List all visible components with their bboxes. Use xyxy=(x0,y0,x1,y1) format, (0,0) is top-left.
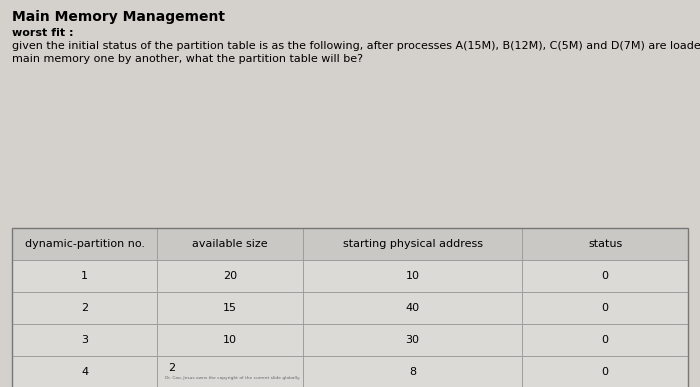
Bar xyxy=(522,228,688,260)
Bar xyxy=(158,356,302,387)
Bar xyxy=(12,324,158,356)
Text: Dr. Cao, Jesus owns the copyright of the current slide globally.: Dr. Cao, Jesus owns the copyright of the… xyxy=(165,376,300,380)
Text: 10: 10 xyxy=(223,335,237,345)
Text: 40: 40 xyxy=(405,303,419,313)
Bar xyxy=(12,228,688,387)
Bar xyxy=(158,292,302,324)
Bar xyxy=(302,292,522,324)
Text: 30: 30 xyxy=(405,335,419,345)
Bar xyxy=(12,356,158,387)
Bar xyxy=(12,260,158,292)
Text: given the initial status of the partition table is as the following, after proce: given the initial status of the partitio… xyxy=(12,41,700,51)
Bar xyxy=(12,292,158,324)
Bar xyxy=(158,228,302,260)
Bar xyxy=(522,260,688,292)
Bar xyxy=(302,260,522,292)
Text: starting physical address: starting physical address xyxy=(342,239,482,249)
Text: status: status xyxy=(588,239,622,249)
Text: worst fit :: worst fit : xyxy=(12,28,74,38)
Bar xyxy=(522,324,688,356)
Bar xyxy=(302,356,522,387)
Text: 1: 1 xyxy=(81,271,88,281)
Text: 8: 8 xyxy=(409,367,416,377)
Bar xyxy=(302,324,522,356)
Text: 0: 0 xyxy=(602,303,609,313)
Text: 0: 0 xyxy=(602,271,609,281)
Bar xyxy=(522,292,688,324)
Text: 2: 2 xyxy=(81,303,88,313)
Bar xyxy=(158,260,302,292)
Bar xyxy=(158,324,302,356)
Text: available size: available size xyxy=(193,239,268,249)
Bar xyxy=(302,228,522,260)
Text: 0: 0 xyxy=(602,367,609,377)
Bar xyxy=(522,356,688,387)
Text: Main Memory Management: Main Memory Management xyxy=(12,10,225,24)
Text: 4: 4 xyxy=(81,367,88,377)
Text: 3: 3 xyxy=(81,335,88,345)
Text: 2: 2 xyxy=(168,363,175,373)
Bar xyxy=(12,228,158,260)
Text: main memory one by another, what the partition table will be?: main memory one by another, what the par… xyxy=(12,54,363,64)
Text: 15: 15 xyxy=(223,303,237,313)
Text: 0: 0 xyxy=(602,335,609,345)
Text: dynamic-partition no.: dynamic-partition no. xyxy=(25,239,145,249)
Text: 20: 20 xyxy=(223,271,237,281)
Text: 10: 10 xyxy=(405,271,419,281)
